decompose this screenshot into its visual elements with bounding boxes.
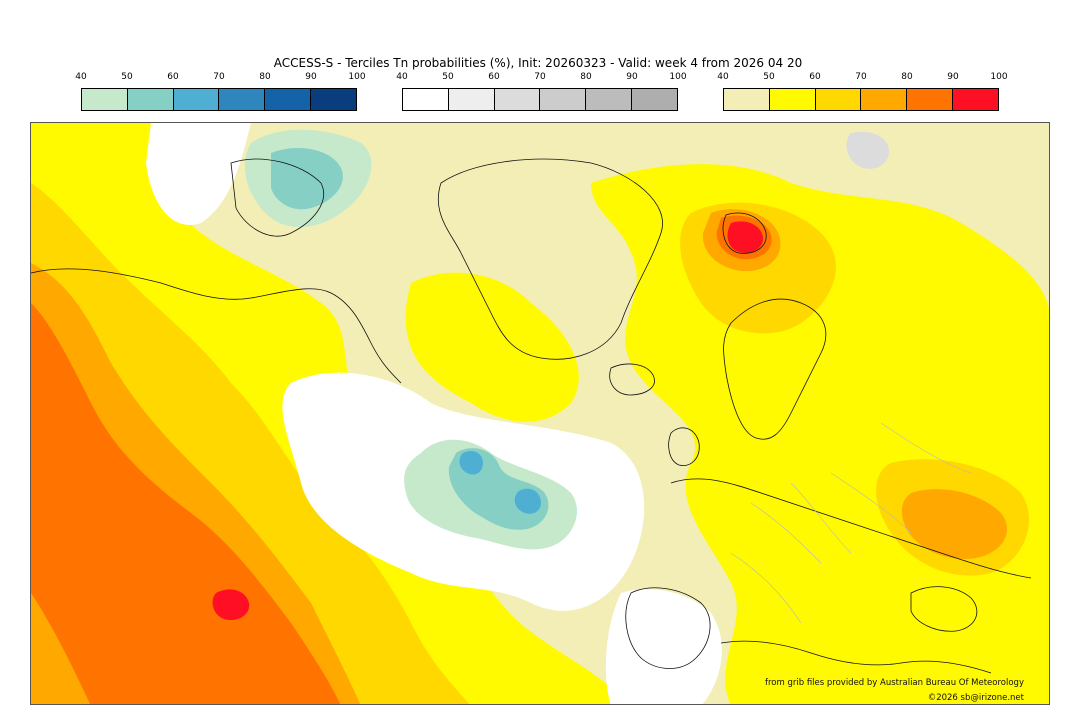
- legend-near-normal: 40 50 60 70 80 90 100: [396, 72, 687, 114]
- legend-tick: 80: [580, 72, 592, 82]
- legend-swatch: [127, 89, 174, 110]
- coastline-greenland: [437, 158, 663, 360]
- border-line: [730, 552, 802, 624]
- legend-above-normal: 40 50 60 70 80 90 100: [717, 72, 1008, 114]
- legend-swatch: [265, 89, 312, 110]
- legend-tick: 50: [442, 72, 454, 82]
- legend-tick: 60: [488, 72, 500, 82]
- legend-below-normal-bar: [81, 88, 357, 111]
- legend-tick: 70: [534, 72, 546, 82]
- coastline-svalbard: [722, 212, 767, 254]
- legend-near-normal-bar: [402, 88, 678, 111]
- coastline-mediterranean: [720, 640, 992, 674]
- legend-tick: 50: [121, 72, 133, 82]
- legend-tick: 40: [75, 72, 87, 82]
- legend-tick: 80: [259, 72, 271, 82]
- legend-tick: 100: [669, 72, 687, 82]
- coastline-blacksea: [910, 586, 978, 632]
- contour-near-white-arctic: [146, 123, 251, 225]
- legend-tick: 40: [396, 72, 408, 82]
- legend-tick: 40: [717, 72, 729, 82]
- contour-below-50-baffin: [271, 148, 343, 210]
- contour-above-80-west: [31, 303, 341, 704]
- legend-swatch: [219, 89, 266, 110]
- coastline-iceland: [609, 363, 655, 396]
- legend-tick: 70: [213, 72, 225, 82]
- legend-tick: 60: [809, 72, 821, 82]
- legend-swatch: [173, 89, 220, 110]
- coastline-uk: [668, 427, 700, 466]
- legend-swatch: [82, 89, 128, 110]
- legend-swatch: [540, 89, 587, 110]
- legend-tick: 50: [763, 72, 775, 82]
- legend-tick: 100: [348, 72, 366, 82]
- legend-swatch: [907, 89, 954, 110]
- legend-swatch: [815, 89, 862, 110]
- data-source-credit: from grib files provided by Australian B…: [764, 678, 1024, 688]
- country-borders: [730, 422, 972, 624]
- border-line: [830, 472, 912, 534]
- contour-above-90-pacific: [212, 589, 250, 621]
- copyright-credit: ©2026 sb@irizone.net: [927, 693, 1024, 703]
- legend-tick: 80: [901, 72, 913, 82]
- map-canvas: [31, 123, 1049, 704]
- border-line: [790, 482, 852, 554]
- legend-swatch: [953, 89, 998, 110]
- contour-above-50-northatlantic: [405, 272, 579, 422]
- legend-below-normal: 40 50 60 70 80 90 100: [75, 72, 366, 114]
- contour-above-70-east: [901, 489, 1007, 559]
- coastline-scandinavia: [723, 298, 827, 440]
- contour-below-60-atlantic-east: [514, 488, 541, 514]
- border-line: [750, 502, 822, 564]
- legend-below-normal-ticks: 40 50 60 70 80 90 100: [75, 72, 365, 86]
- legend-swatch: [724, 89, 770, 110]
- coastline-baffin: [230, 158, 324, 237]
- legend-swatch: [586, 89, 633, 110]
- legend-swatch: [311, 89, 356, 110]
- coastline-europe: [670, 478, 1032, 579]
- coastline-iberia: [625, 587, 711, 669]
- legend-swatch: [403, 89, 449, 110]
- legend-swatch: [769, 89, 816, 110]
- legend-tick: 60: [167, 72, 179, 82]
- legend-swatch: [861, 89, 908, 110]
- legend-above-normal-ticks: 40 50 60 70 80 90 100: [717, 72, 1007, 86]
- border-line: [880, 422, 972, 474]
- legend-above-normal-bar: [723, 88, 999, 111]
- legend-tick: 90: [947, 72, 959, 82]
- legend-tick: 100: [990, 72, 1008, 82]
- coastline-canada: [31, 268, 402, 384]
- legend-swatch: [448, 89, 495, 110]
- legend-tick: 90: [626, 72, 638, 82]
- contour-near-white-iberia: [605, 589, 722, 704]
- probability-map[interactable]: [30, 122, 1050, 705]
- map-title: ACCESS-S - Terciles Tn probabilities (%)…: [273, 56, 803, 70]
- contour-below-60-atlantic-core: [459, 451, 483, 475]
- legend-near-normal-ticks: 40 50 60 70 80 90 100: [396, 72, 686, 86]
- coastlines: [31, 158, 1032, 674]
- contour-above-90-svalbard: [727, 221, 764, 253]
- contour-near-grey-east: [846, 131, 890, 169]
- legend-swatch: [494, 89, 541, 110]
- legend-tick: 90: [305, 72, 317, 82]
- legend-swatch: [632, 89, 677, 110]
- legend-tick: 70: [855, 72, 867, 82]
